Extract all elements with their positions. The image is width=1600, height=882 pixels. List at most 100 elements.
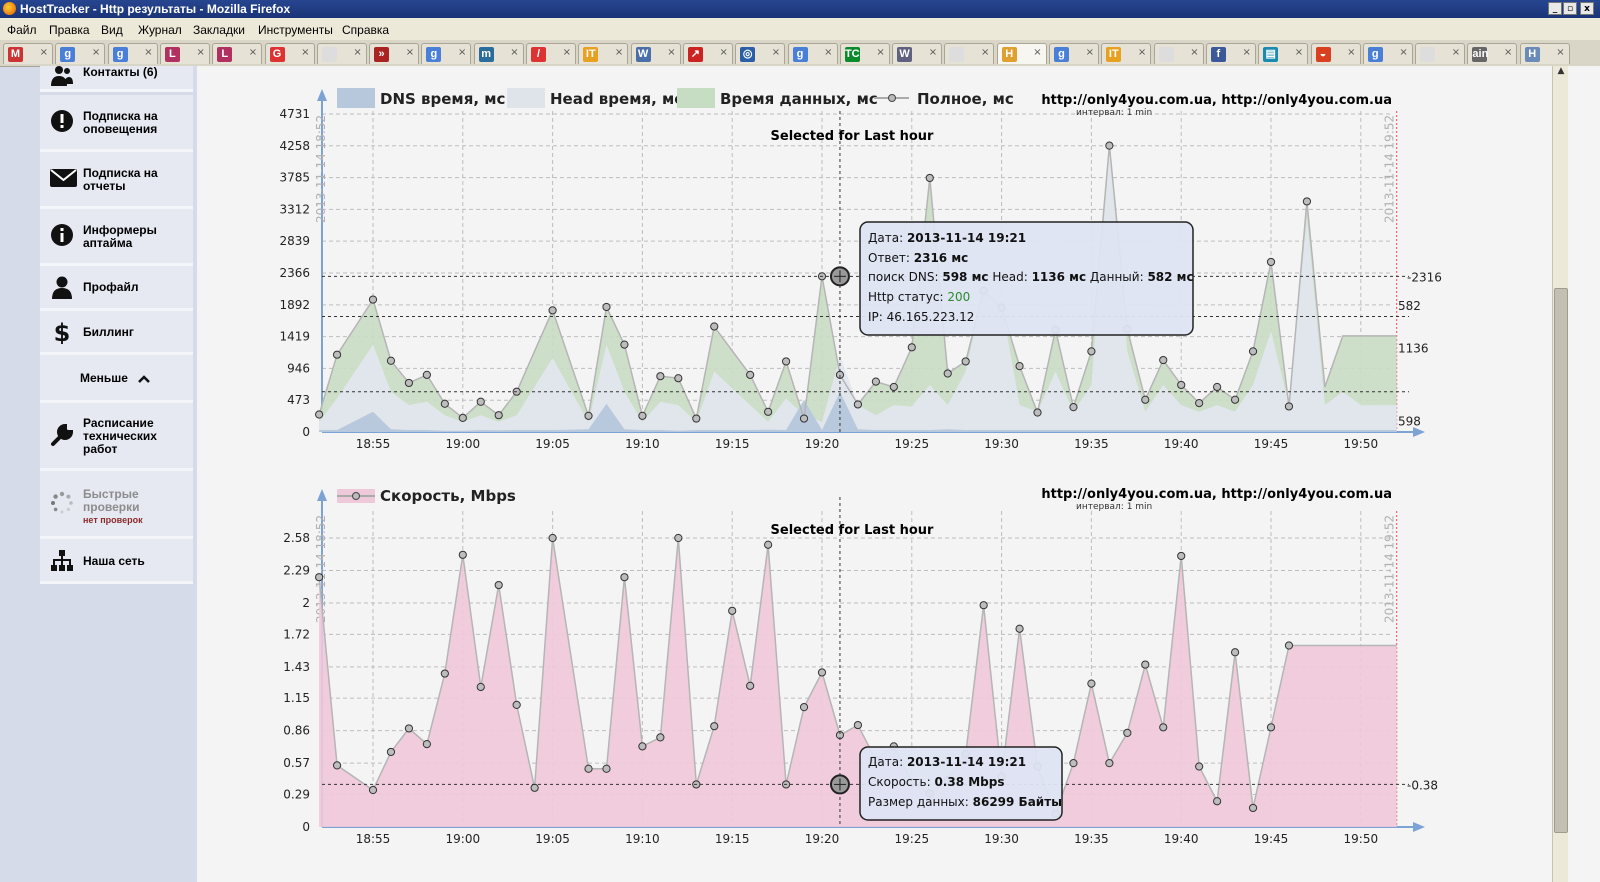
- menu-bookmarks[interactable]: Закладки: [193, 23, 245, 37]
- sidebar-item-profile[interactable]: Профайл: [40, 266, 193, 311]
- browser-tab[interactable]: ×: [944, 43, 995, 64]
- sidebar-item-billing[interactable]: $ Биллинг: [40, 311, 193, 355]
- tab-close-icon[interactable]: ×: [144, 47, 153, 58]
- tab-close-icon[interactable]: ×: [876, 47, 885, 58]
- close-button[interactable]: x: [1580, 2, 1594, 15]
- minimize-button[interactable]: _: [1548, 2, 1562, 15]
- browser-tab[interactable]: g ×: [107, 43, 158, 64]
- tab-close-icon[interactable]: ×: [771, 47, 781, 58]
- tab-close-icon[interactable]: ×: [667, 47, 676, 58]
- tab-close-icon[interactable]: ×: [1033, 47, 1042, 58]
- browser-tab[interactable]: TC ×: [839, 43, 890, 64]
- sidebar-item-maintenance[interactable]: Расписание технических работ: [40, 403, 193, 471]
- tab-close-icon[interactable]: ×: [1347, 47, 1356, 58]
- speed-chart: 0 0.29 0.57 0.86 1.15 1.43 1.72 2 2.29 2.58 18:55 1…: [283, 487, 1438, 846]
- tab-close-icon[interactable]: ×: [405, 47, 415, 58]
- menu-help[interactable]: Справка: [342, 23, 390, 37]
- tab-favicon-icon: ain: [1472, 47, 1489, 62]
- y-tick-label: 0: [302, 425, 310, 439]
- vertical-scrollbar[interactable]: ▲: [1552, 66, 1569, 882]
- menu-history[interactable]: Журнал: [138, 23, 182, 37]
- sidebar-label-contacts: Контакты (6): [83, 65, 158, 79]
- tab-close-icon[interactable]: ×: [824, 47, 833, 58]
- tab-close-icon[interactable]: ×: [510, 47, 519, 58]
- data-point: [871, 377, 880, 386]
- tab-close-icon[interactable]: ×: [928, 47, 938, 58]
- browser-tab[interactable]: L ×: [212, 43, 263, 64]
- browser-tab[interactable]: m ×: [473, 43, 524, 64]
- menu-tools[interactable]: Инструменты: [258, 23, 333, 37]
- sidebar-item-quick-checks[interactable]: Быстрые проверки нет проверок: [40, 471, 193, 539]
- data-point: [710, 722, 719, 731]
- browser-tab[interactable]: ain ×: [1467, 43, 1518, 64]
- sidebar-item-less[interactable]: Меньше: [40, 355, 193, 403]
- browser-tab[interactable]: W ×: [630, 43, 681, 64]
- tab-close-icon[interactable]: ×: [1451, 47, 1461, 58]
- tab-close-icon[interactable]: ×: [196, 47, 205, 58]
- sidebar-item-contacts[interactable]: Контакты (6): [40, 66, 193, 92]
- browser-tab[interactable]: H ×: [1519, 43, 1570, 64]
- tab-close-icon[interactable]: ×: [1137, 47, 1147, 58]
- x-tick-label: 18:55: [356, 832, 391, 846]
- y-tick-label: 473: [287, 393, 310, 407]
- data-point: [1069, 403, 1078, 412]
- tab-close-icon[interactable]: ×: [1242, 47, 1251, 58]
- browser-tab[interactable]: G ×: [264, 43, 315, 64]
- browser-tab[interactable]: L ×: [159, 43, 210, 64]
- tab-close-icon[interactable]: ×: [353, 47, 362, 58]
- sidebar-item-alerts[interactable]: Подписка на оповещения: [40, 95, 193, 152]
- tab-close-icon[interactable]: ×: [39, 47, 48, 58]
- data-point: [674, 374, 683, 383]
- x-tick-label: 19:35: [1074, 832, 1109, 846]
- browser-tab[interactable]: ▤ ×: [1258, 43, 1309, 64]
- browser-tab[interactable]: H ×: [996, 43, 1047, 64]
- scrollbar-thumb[interactable]: [1554, 288, 1568, 833]
- tab-close-icon[interactable]: ×: [458, 47, 467, 58]
- browser-tab[interactable]: ×: [1415, 43, 1466, 64]
- tab-close-icon[interactable]: ×: [719, 47, 728, 58]
- tab-close-icon[interactable]: ×: [562, 47, 571, 58]
- browser-tab[interactable]: ↗ ×: [682, 43, 733, 64]
- tab-close-icon[interactable]: ×: [1556, 47, 1565, 58]
- browser-tab[interactable]: g ×: [787, 43, 838, 64]
- browser-tab[interactable]: ◒ ×: [1310, 43, 1361, 64]
- tab-close-icon[interactable]: ×: [91, 47, 101, 58]
- sidebar-item-reports[interactable]: Подписка на отчеты: [40, 152, 193, 209]
- sidebar-item-informers[interactable]: Информеры аптайма: [40, 209, 193, 266]
- browser-tab[interactable]: g ×: [421, 43, 472, 64]
- restore-button[interactable]: ▫: [1563, 2, 1577, 15]
- browser-tab[interactable]: W ×: [892, 43, 943, 64]
- browser-tab[interactable]: ×: [1153, 43, 1204, 64]
- browser-tab[interactable]: g ×: [1362, 43, 1413, 64]
- browser-tab[interactable]: ◎ ×: [735, 43, 786, 64]
- response-time-chart: 0 473 946 1419 1892 2366 2839 3312 3785 4258 4731 1…: [279, 88, 1442, 451]
- browser-tab[interactable]: ×: [316, 43, 367, 64]
- menu-edit[interactable]: Правка: [49, 23, 90, 37]
- tab-close-icon[interactable]: ×: [1190, 47, 1199, 58]
- browser-tab[interactable]: IT ×: [1101, 43, 1152, 64]
- browser-tab[interactable]: / ×: [526, 43, 576, 64]
- tab-close-icon[interactable]: ×: [1504, 47, 1513, 58]
- browser-tab[interactable]: g ×: [1049, 43, 1099, 64]
- y-tick-label: 1.15: [283, 691, 310, 705]
- menu-file[interactable]: Файл: [7, 23, 37, 37]
- data-point: [1248, 347, 1258, 356]
- data-point: [602, 302, 611, 312]
- tab-close-icon[interactable]: ×: [1085, 47, 1094, 58]
- browser-tab[interactable]: M ×: [3, 43, 53, 64]
- sidebar-item-network[interactable]: Наша сеть: [40, 539, 193, 584]
- tab-close-icon[interactable]: ×: [614, 47, 624, 58]
- tab-close-icon[interactable]: ×: [301, 47, 310, 58]
- scroll-up-arrow[interactable]: ▲: [1557, 66, 1565, 76]
- browser-tab[interactable]: f ×: [1205, 43, 1256, 64]
- browser-tab[interactable]: g ×: [55, 43, 106, 64]
- tab-close-icon[interactable]: ×: [981, 47, 990, 58]
- tab-close-icon[interactable]: ×: [1294, 47, 1304, 58]
- browser-tab[interactable]: » ×: [369, 43, 420, 64]
- menu-view[interactable]: Вид: [101, 23, 123, 37]
- browser-tab[interactable]: IT ×: [578, 43, 629, 64]
- tab-favicon-icon: H: [1524, 47, 1540, 62]
- tab-favicon-icon: »: [374, 47, 390, 62]
- tab-close-icon[interactable]: ×: [1399, 47, 1408, 58]
- tab-close-icon[interactable]: ×: [248, 47, 258, 58]
